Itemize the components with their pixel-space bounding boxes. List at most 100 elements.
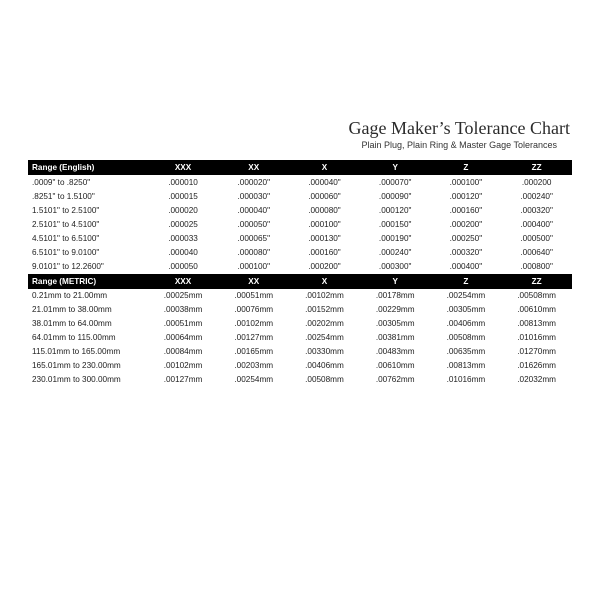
cell-value: .000400" [431,259,502,273]
cell-value: .000040 [148,245,219,259]
cell-value: .00202mm [289,317,360,331]
cell-value: .000060" [289,189,360,203]
cell-value: .00178mm [360,289,431,303]
cell-range: 1.5101" to 2.5100" [28,203,148,217]
cell-value: .00254mm [289,331,360,345]
cell-range: .0009" to .8250" [28,175,148,189]
cell-value: .000100" [289,217,360,231]
col-xx: XX [218,274,289,289]
tolerance-table-wrap: Range (English) XXX XX X Y Z ZZ .0009" t… [28,160,572,387]
cell-range: 4.5101" to 6.5100" [28,231,148,245]
cell-value: .00102mm [289,289,360,303]
table-row: .8251" to 1.5100".000015.000030".000060"… [28,189,572,203]
cell-value: .000190" [360,231,431,245]
cell-value: .00635mm [431,345,502,359]
cell-value: .000100" [218,259,289,273]
cell-value: .00610mm [360,359,431,373]
cell-value: .000065" [218,231,289,245]
english-header: Range (English) XXX XX X Y Z ZZ [28,160,572,175]
table-row: 0.21mm to 21.00mm.00025mm.00051mm.00102m… [28,289,572,303]
col-xxx: XXX [148,160,219,175]
cell-value: .00051mm [148,317,219,331]
cell-value: .000300" [360,259,431,273]
cell-value: .000010 [148,175,219,189]
cell-value: .00127mm [218,331,289,345]
cell-range: 165.01mm to 230.00mm [28,359,148,373]
cell-value: .00038mm [148,303,219,317]
cell-value: .00813mm [431,359,502,373]
cell-value: .00064mm [148,331,219,345]
table-row: 1.5101" to 2.5100".000020.000040".000080… [28,203,572,217]
cell-value: .000200" [289,259,360,273]
cell-value: .000640" [501,245,572,259]
cell-value: .000240" [501,189,572,203]
metric-body: 0.21mm to 21.00mm.00025mm.00051mm.00102m… [28,289,572,387]
col-z: Z [431,274,502,289]
english-body: .0009" to .8250".000010.000020".000040".… [28,175,572,273]
cell-value: .000100" [431,175,502,189]
col-zz: ZZ [501,274,572,289]
title-block: Gage Maker’s Tolerance Chart Plain Plug,… [349,118,570,150]
col-xxx: XXX [148,274,219,289]
cell-value: .000070" [360,175,431,189]
cell-value: .00254mm [431,289,502,303]
cell-value: .00025mm [148,289,219,303]
cell-value: .000400" [501,217,572,231]
table-header-row: Range (METRIC) XXX XX X Y Z ZZ [28,274,572,289]
cell-value: .000320" [501,203,572,217]
col-range-english: Range (English) [28,160,148,175]
cell-value: .00305mm [360,317,431,331]
cell-value: .000240" [360,245,431,259]
cell-value: .01626mm [501,359,572,373]
tolerance-table: Range (English) XXX XX X Y Z ZZ .0009" t… [28,160,572,387]
cell-value: .00381mm [360,331,431,345]
col-zz: ZZ [501,160,572,175]
page-title: Gage Maker’s Tolerance Chart [349,118,570,139]
cell-value: .000090" [360,189,431,203]
table-row: 165.01mm to 230.00mm.00102mm.00203mm.004… [28,359,572,373]
cell-value: .000320" [431,245,502,259]
cell-range: 9.0101" to 12.2600" [28,259,148,273]
cell-value: .00330mm [289,345,360,359]
cell-value: .000120" [360,203,431,217]
table-row: 64.01mm to 115.00mm.00064mm.00127mm.0025… [28,331,572,345]
cell-value: .00102mm [218,317,289,331]
col-x: X [289,274,360,289]
table-row: 230.01mm to 300.00mm.00127mm.00254mm.005… [28,373,572,387]
cell-value: .02032mm [501,373,572,387]
col-y: Y [360,160,431,175]
cell-value: .000050 [148,259,219,273]
cell-value: .000160" [289,245,360,259]
table-row: 115.01mm to 165.00mm.00084mm.00165mm.003… [28,345,572,359]
cell-range: 38.01mm to 64.00mm [28,317,148,331]
cell-value: .00813mm [501,317,572,331]
col-x: X [289,160,360,175]
cell-value: .00076mm [218,303,289,317]
cell-value: .00254mm [218,373,289,387]
cell-value: .000033 [148,231,219,245]
cell-value: .000130" [289,231,360,245]
cell-value: .00051mm [218,289,289,303]
cell-range: 6.5101" to 9.0100" [28,245,148,259]
col-y: Y [360,274,431,289]
cell-value: .000160" [431,203,502,217]
col-z: Z [431,160,502,175]
cell-value: .00483mm [360,345,431,359]
cell-value: .000050" [218,217,289,231]
cell-value: .000500" [501,231,572,245]
cell-value: .000800" [501,259,572,273]
cell-value: .000040" [289,175,360,189]
page-subtitle: Plain Plug, Plain Ring & Master Gage Tol… [349,140,570,150]
metric-header: Range (METRIC) XXX XX X Y Z ZZ [28,274,572,289]
cell-value: .00102mm [148,359,219,373]
table-row: 6.5101" to 9.0100".000040.000080".000160… [28,245,572,259]
cell-value: .000080" [289,203,360,217]
cell-value: .01270mm [501,345,572,359]
cell-value: .00508mm [289,373,360,387]
cell-value: .00084mm [148,345,219,359]
cell-value: .00508mm [431,331,502,345]
cell-value: .000030" [218,189,289,203]
cell-range: 2.5101" to 4.5100" [28,217,148,231]
cell-range: 230.01mm to 300.00mm [28,373,148,387]
cell-value: .00203mm [218,359,289,373]
